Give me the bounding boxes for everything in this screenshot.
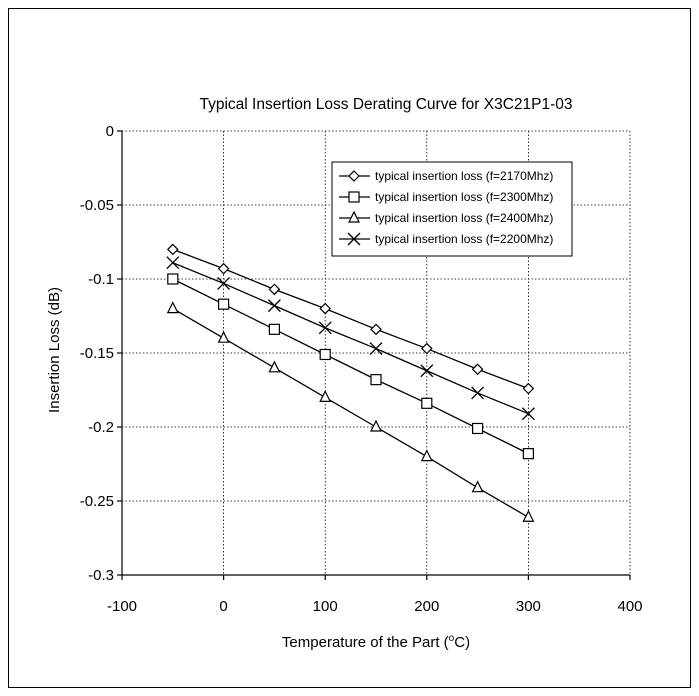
y-tick-label: -0.2: [88, 419, 114, 436]
legend-marker-x: [347, 232, 361, 246]
y-tick-label: -0.25: [80, 493, 114, 510]
chart-title: Typical Insertion Loss Derating Curve fo…: [199, 96, 572, 113]
x-marker-stroke: [521, 407, 535, 421]
x-axis-label-prefix: Temperature of the Part (: [282, 634, 449, 651]
legend-entry: typical insertion loss (f=2170Mhz): [339, 169, 553, 183]
data-point-diamond: [370, 323, 382, 336]
y-tick-label: -0.05: [80, 197, 114, 214]
x-axis-label: Temperature of the Part (oC): [282, 633, 470, 651]
data-point-diamond: [522, 382, 535, 395]
x-axis-label-sup: o: [449, 633, 455, 644]
data-point-square: [522, 448, 535, 460]
data-point-x: [521, 407, 535, 421]
data-point-diamond: [268, 283, 281, 296]
data-point-diamond: [319, 302, 332, 315]
x-tick-label: 100: [313, 598, 338, 615]
x-marker-stroke: [318, 321, 332, 335]
x-marker-stroke: [471, 386, 485, 400]
y-axis-label: Insertion Loss (dB): [46, 287, 63, 413]
x-tick-label: 200: [414, 598, 439, 615]
x-tick-label: 400: [617, 598, 642, 615]
y-tick-label: -0.1: [88, 271, 114, 288]
data-point-triangle: [522, 509, 535, 522]
data-point-x: [267, 299, 281, 313]
data-point-triangle: [319, 390, 332, 402]
x-axis-label-suffix: C): [454, 634, 470, 651]
data-point-x: [166, 256, 180, 270]
legend-marker-diamond: [348, 170, 360, 182]
legend-marker-triangle: [348, 210, 360, 223]
data-point-x: [318, 321, 332, 335]
legend-box: [331, 161, 573, 257]
x-marker-stroke: [166, 256, 180, 270]
data-point-triangle: [420, 449, 433, 462]
data-point-square: [472, 422, 484, 435]
legend-label: typical insertion loss (f=2300Mhz): [375, 190, 553, 204]
data-point-square: [421, 397, 433, 409]
data-point-square: [218, 298, 230, 310]
data-point-square: [370, 374, 382, 386]
x-marker-stroke: [420, 364, 434, 378]
data-point-square: [167, 273, 179, 285]
data-point-square: [319, 348, 331, 361]
legend-entry: typical insertion loss (f=2400Mhz): [339, 210, 553, 225]
x-marker-stroke: [347, 232, 361, 246]
data-point-diamond: [166, 243, 179, 256]
data-point-diamond: [420, 342, 433, 355]
legend-label: typical insertion loss (f=2200Mhz): [375, 232, 553, 246]
x-tick-label: -100: [107, 598, 137, 615]
data-point-square: [268, 323, 280, 335]
data-point-x: [471, 386, 485, 400]
data-point-triangle: [268, 360, 281, 373]
legend-marker-square: [348, 191, 360, 203]
data-point-diamond: [471, 363, 484, 376]
plot-area: 0 -0.05 -0.1 -0.15 -0.2 -0.25 -0.3 -100 0 100 200 3…: [80, 123, 643, 615]
legend-label: typical insertion loss (f=2170Mhz): [375, 169, 553, 183]
series-line-4: [172, 262, 529, 415]
data-point-diamond: [217, 262, 230, 275]
data-point-triangle: [217, 330, 230, 343]
data-point-triangle: [370, 419, 382, 432]
data-point-x: [420, 364, 434, 378]
x-marker-stroke: [267, 299, 281, 313]
x-marker-stroke: [369, 342, 383, 356]
x-tick-label: 300: [516, 598, 541, 615]
legend-entry: typical insertion loss (f=2200Mhz): [339, 232, 553, 246]
series-line-3: [172, 308, 529, 518]
x-marker-stroke: [217, 276, 231, 290]
series-line-2: [172, 278, 529, 455]
y-tick-label: -0.15: [80, 345, 114, 362]
legend-label: typical insertion loss (f=2400Mhz): [375, 211, 553, 225]
y-tick-label: -0.3: [88, 567, 114, 584]
series-line-1: [172, 248, 529, 390]
data-point-x: [217, 276, 231, 290]
legend: typical insertion loss (f=2170Mhz) typica…: [331, 161, 573, 257]
data-point-x: [369, 342, 383, 356]
x-tick-label: 0: [219, 598, 227, 615]
y-tick-label: 0: [106, 123, 114, 140]
legend-entry: typical insertion loss (f=2300Mhz): [339, 190, 553, 204]
data-point-triangle: [166, 301, 179, 314]
data-point-triangle: [471, 480, 484, 493]
